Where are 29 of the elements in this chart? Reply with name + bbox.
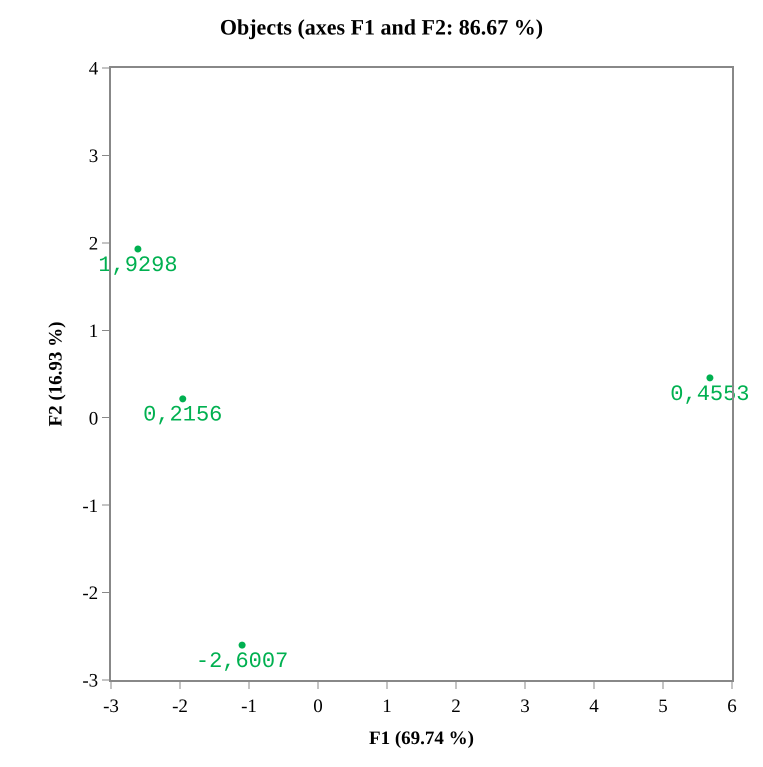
- x-tick-label: -3: [103, 696, 119, 717]
- y-tick-label: 4: [88, 58, 99, 80]
- x-tick-label: 0: [313, 696, 323, 717]
- x-tick-label: 1: [382, 696, 392, 717]
- x-tick-label: 5: [658, 696, 668, 717]
- data-label: -2,6007: [196, 648, 288, 674]
- data-label: 0,2156: [143, 402, 222, 428]
- chart-title: Objects (axes F1 and F2: 86.67 %): [220, 14, 544, 40]
- point: [238, 642, 246, 649]
- y-tick-label: 2: [88, 234, 98, 255]
- x-tick-label: 3: [520, 696, 530, 717]
- y-tick-label: -3: [82, 670, 98, 692]
- point: [134, 245, 142, 252]
- x-tick-label: 4: [589, 696, 600, 717]
- point: [179, 395, 186, 402]
- y-tick-label: 3: [88, 146, 98, 168]
- y-tick-label: -1: [82, 496, 98, 517]
- x-tick-label: 6: [727, 696, 737, 717]
- y-tick-label: -2: [82, 583, 98, 604]
- y-tick-label: 1: [88, 320, 98, 342]
- y-axis-title: F2 (16.93 %): [46, 321, 67, 427]
- point: [706, 374, 714, 382]
- x-axis-title: F1 (69.74 %): [368, 728, 474, 750]
- y-tick-label: 0: [88, 408, 98, 430]
- x-tick-label: -1: [241, 696, 257, 717]
- data-label: 0,4553: [670, 382, 750, 407]
- x-tick-label: -2: [172, 696, 188, 717]
- x-tick-label: 2: [451, 696, 461, 717]
- data-label: 1,9298: [98, 252, 178, 278]
